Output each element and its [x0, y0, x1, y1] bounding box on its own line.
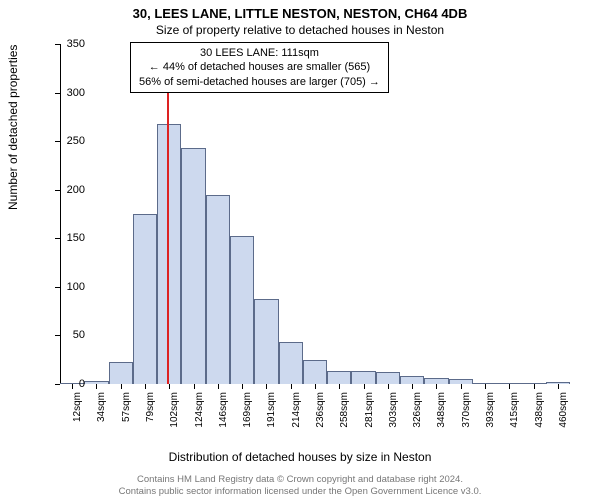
xtick-label: 57sqm	[121, 392, 132, 436]
xtick-label: 303sqm	[388, 392, 399, 436]
footer-line2: Contains public sector information licen…	[0, 486, 600, 498]
xtick-label: 460sqm	[558, 392, 569, 436]
y-axis-label: Number of detached properties	[6, 45, 20, 210]
xtick-label: 370sqm	[461, 392, 472, 436]
xtick-label: 236sqm	[315, 392, 326, 436]
xtick-mark	[121, 384, 122, 389]
histogram-bar	[109, 362, 133, 384]
xtick-label: 191sqm	[266, 392, 277, 436]
histogram-bar	[230, 236, 254, 384]
histogram-bar	[157, 124, 181, 384]
ytick-label: 150	[45, 232, 85, 244]
ytick-label: 350	[45, 38, 85, 50]
xtick-label: 12sqm	[72, 392, 83, 436]
xtick-mark	[534, 384, 535, 389]
xtick-mark	[145, 384, 146, 389]
xtick-mark	[461, 384, 462, 389]
ytick-label: 300	[45, 87, 85, 99]
xtick-mark	[388, 384, 389, 389]
xtick-label: 169sqm	[242, 392, 253, 436]
xtick-mark	[364, 384, 365, 389]
histogram-bar	[376, 372, 400, 384]
histogram-bar	[181, 148, 205, 384]
xtick-mark	[266, 384, 267, 389]
xtick-label: 124sqm	[194, 392, 205, 436]
xtick-mark	[339, 384, 340, 389]
ytick-label: 250	[45, 135, 85, 147]
ytick-label: 0	[45, 378, 85, 390]
ytick-label: 200	[45, 184, 85, 196]
footer-text: Contains HM Land Registry data © Crown c…	[0, 474, 600, 498]
xtick-mark	[194, 384, 195, 389]
xtick-label: 438sqm	[534, 392, 545, 436]
xtick-mark	[218, 384, 219, 389]
xtick-label: 393sqm	[485, 392, 496, 436]
xtick-mark	[412, 384, 413, 389]
xtick-label: 34sqm	[96, 392, 107, 436]
xtick-mark	[558, 384, 559, 389]
annotation-line2: ← 44% of detached houses are smaller (56…	[139, 60, 380, 74]
xtick-label: 326sqm	[412, 392, 423, 436]
ytick-label: 50	[45, 329, 85, 341]
xtick-label: 102sqm	[169, 392, 180, 436]
histogram-bar	[206, 195, 230, 384]
xtick-label: 415sqm	[509, 392, 520, 436]
annotation-line1: 30 LEES LANE: 111sqm	[139, 46, 380, 60]
reference-line	[167, 84, 169, 384]
xtick-label: 348sqm	[436, 392, 447, 436]
ytick-label: 100	[45, 281, 85, 293]
xtick-mark	[315, 384, 316, 389]
chart-container: 30, LEES LANE, LITTLE NESTON, NESTON, CH…	[0, 0, 600, 500]
xtick-mark	[96, 384, 97, 389]
xtick-label: 281sqm	[364, 392, 375, 436]
histogram-bar	[303, 360, 327, 384]
xtick-label: 258sqm	[339, 392, 350, 436]
xtick-label: 79sqm	[145, 392, 156, 436]
xtick-mark	[242, 384, 243, 389]
footer-line1: Contains HM Land Registry data © Crown c…	[0, 474, 600, 486]
chart-title-main: 30, LEES LANE, LITTLE NESTON, NESTON, CH…	[0, 0, 600, 21]
annotation-line3: 56% of semi-detached houses are larger (…	[139, 75, 380, 89]
histogram-bar	[133, 214, 157, 384]
histogram-bar	[254, 299, 278, 384]
xtick-mark	[485, 384, 486, 389]
histogram-bar	[400, 376, 424, 384]
chart-title-sub: Size of property relative to detached ho…	[0, 21, 600, 37]
xtick-mark	[509, 384, 510, 389]
xtick-label: 146sqm	[218, 392, 229, 436]
x-axis-label: Distribution of detached houses by size …	[0, 450, 600, 464]
xtick-mark	[169, 384, 170, 389]
histogram-bar	[327, 371, 351, 384]
xtick-mark	[291, 384, 292, 389]
histogram-bar	[351, 371, 375, 384]
annotation-box: 30 LEES LANE: 111sqm ← 44% of detached h…	[130, 42, 389, 93]
plot-area	[60, 44, 570, 384]
histogram-bar	[279, 342, 303, 384]
xtick-mark	[436, 384, 437, 389]
xtick-label: 214sqm	[291, 392, 302, 436]
